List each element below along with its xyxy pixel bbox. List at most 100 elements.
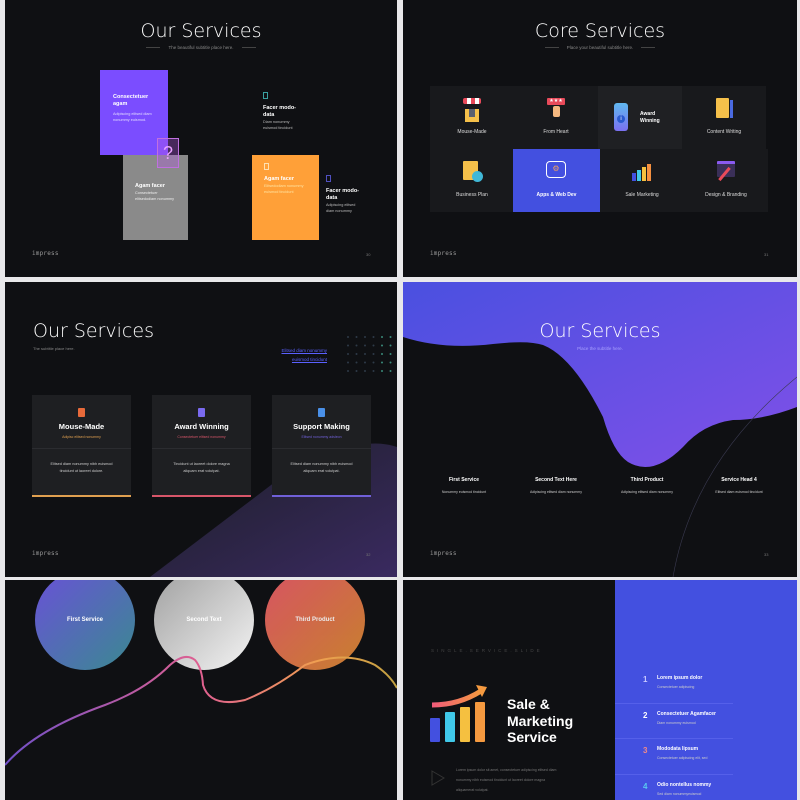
decorative-dot [381,344,383,347]
page-number: 32 [366,552,371,557]
service-column: First Service Nonummy euismod tincidunt [424,477,504,495]
card-subtitle: Elitsed nonummy adsleon [301,435,342,439]
cell-label: Award Winning [640,111,660,124]
decorative-dot [355,353,358,355]
card-title: Agam facer [135,183,165,189]
decorative-dot [347,361,349,364]
slide-subtitle: Place your beautiful subtitle here. [403,45,797,50]
page-number: 33 [764,552,769,557]
slide-subtitle: The subtitle place here. [33,346,75,351]
service-cell-design-branding[interactable]: Design & Branding [684,149,768,212]
service-description: Lorem ipsum dolor sit amet, consectetuer… [456,768,557,792]
decorative-dot [347,336,349,338]
page-number: 30 [366,252,371,257]
decorative-dot [389,361,392,364]
bar-chart-growth-icon [430,685,487,742]
side-item: Facer modo-data Adipiscing elitsed diam … [326,175,366,214]
slide-single-service[interactable]: 1 Lorem ipsum dolor Consectetuer adipiscin… [403,580,797,800]
phone-icon [78,408,85,417]
service-cell-award-winning[interactable]: i Award Winning [598,86,682,149]
circle-first-service[interactable]: First Service [35,580,135,670]
column-text: Nonummy euismod tincidunt [441,490,487,494]
clipboard-check-icon [463,161,483,182]
slide-title: Our Services [539,320,661,342]
decorative-dot [372,353,375,355]
slide-subtitle: Place the subtitle here. [577,346,623,351]
decorative-dot [372,344,375,347]
decorative-dot [389,353,392,355]
column-text: Adipiscing elitsed diam nonummy [621,490,673,494]
column-text: Adipiscing elitsed diam nonummy [530,490,582,494]
service-cell-business-plan[interactable]: Business Plan [430,149,514,212]
service-title: Sale & Marketing Service [507,696,574,745]
question-phone-icon: ? [157,138,179,168]
card-title: Agam facer [264,176,294,182]
circle-second-text[interactable]: Second Text [154,580,254,670]
cell-label: Content Writing [706,129,742,135]
phone-icon [263,92,268,99]
cell-label: Apps & Web Dev [536,192,577,198]
decorative-dot [347,344,349,347]
cell-label: From Heart [543,129,569,135]
service-column: Service Head 4 Elitsed diam euismod tinci… [699,477,779,495]
item-text: Diam nonummy euismod tincidunt [263,120,293,130]
service-card: Agam facer Elitsedodiam nonummy euismod … [252,155,319,240]
column-title: Third Product [630,477,664,483]
decorative-dot [364,361,366,364]
phone-icon [264,163,269,170]
card-subtitle: Adipisc elitsed nonummy [62,435,101,439]
decorative-dot [389,336,392,338]
item-title: Facer modo-data [263,105,297,118]
decorative-dot [347,370,349,372]
slide-title: Core Services [534,20,666,42]
card-subtitle: Consectetuer elitsed nonummy [177,435,226,439]
decorative-dot [355,370,358,372]
service-column: Second Text Here Adipiscing elitsed diam … [516,477,596,495]
service-card: Support Making Elitsed nonummy adsleon Eli… [272,395,371,497]
link-text[interactable]: Elitsed diam nonummy euismod tincidunt [281,348,327,362]
item-title: Facer modo-data [326,188,360,201]
play-icon[interactable] [431,770,445,786]
slide-our-services-three-cards[interactable]: Our Services The subtitle place here. El… [5,282,397,577]
slide-core-services[interactable]: Core Services Place your beautiful subti… [403,0,797,277]
slide-title: Our Services [140,20,262,42]
brand-logo: impress [430,250,457,257]
cell-label: Business Plan [456,192,488,198]
card-title: Consectetuer agam [113,94,149,107]
service-card: Consectetuer agam Adipiscing elitsed dia… [100,70,168,155]
phone-info-icon: i [614,103,628,131]
service-cell-apps-web-dev[interactable]: ⚙ Apps & Web Dev [513,149,600,212]
decorative-dot [381,370,383,372]
decorative-dot [364,336,366,338]
circle-third-product[interactable]: Third Product [265,580,365,670]
decorative-dot [381,353,383,355]
decorative-dot [347,353,349,355]
app-settings-icon: ⚙ [546,161,566,178]
kicker-text: SINGLE.SERVICE.SLIDE [431,648,543,653]
decorative-dot [355,361,358,364]
service-list-panel: 1 Lorem ipsum dolor Consectetuer adipiscin… [615,580,797,800]
decorative-dot [364,344,366,347]
slide-circles[interactable]: First Service Second Text Third Product [5,580,397,800]
wave-shape [403,282,797,577]
decorative-dot [372,336,375,338]
shop-icon [463,98,481,122]
decorative-dot [355,336,358,338]
side-item: Facer modo-data Diam nonummy euismod tin… [263,92,303,131]
column-text: Elitsed diam euismod tincidunt [715,490,763,494]
cell-label: Mouse-Made [457,129,487,135]
phone-icon [198,408,205,417]
service-cell-from-heart[interactable]: ★★★ From Heart [514,86,598,149]
service-cell-mouse-made[interactable]: Mouse-Made [430,86,514,149]
card-text: Adipiscing elitsed diam nonummy euismod. [113,112,152,122]
slide-our-services-wave[interactable]: Our Services Place the subtitle here. Fi… [403,282,797,577]
service-cell-content-writing[interactable]: Content Writing [682,86,766,149]
decorative-dot [389,370,392,372]
slide-our-services-cards[interactable]: Our Services The beautiful subtitle plac… [5,0,397,277]
slide-title: Our Services [33,320,154,342]
service-cell-sale-marketing[interactable]: Sale Marketing [600,149,684,212]
decorative-dot [372,361,375,364]
page-number: 31 [764,252,769,257]
brand-logo: impress [32,250,59,257]
column-title: Second Text Here [535,477,577,483]
